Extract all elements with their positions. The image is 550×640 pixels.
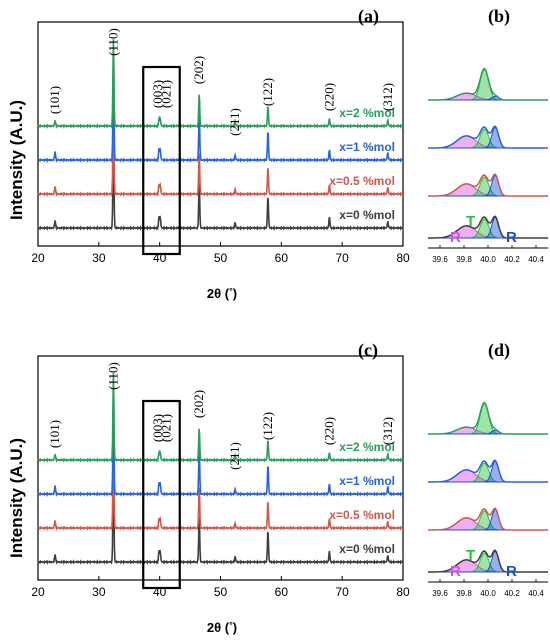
panel-d-x-tick-label-1: 39.8 xyxy=(456,589,472,598)
panel-d-x-tick-label-0: 39.6 xyxy=(432,589,448,598)
panel-b-fit-label-r1: R xyxy=(450,229,461,246)
panel-a-hkl-5: (211) xyxy=(227,108,242,136)
panel-a-hkl-1: (110) xyxy=(105,28,120,56)
panel-c-series-label-x05: x=0.5 %mol xyxy=(329,508,395,522)
panel-a-series-label-x0: x=0 %mol xyxy=(339,208,395,222)
panel-d-label: (d) xyxy=(488,340,510,361)
panel-c-series-x0 xyxy=(37,470,404,565)
panel-a-y-axis-label: Intensity (A.U.) xyxy=(7,100,26,220)
panel-a-x-axis-title: 2θ xyxy=(207,286,225,301)
panel-c-x-axis-unit-open: ( xyxy=(225,620,230,635)
panel-a-x-tick-label-0: 20 xyxy=(31,251,45,265)
panel-d-fit-label-t: T xyxy=(466,547,475,564)
panel-a-series-label-x2: x=2 %mol xyxy=(339,106,395,120)
panel-c-series-x05 xyxy=(37,436,404,531)
panel-c-series-x2 xyxy=(37,373,404,463)
panel-a-series-label-x05: x=0.5 %mol xyxy=(329,174,395,188)
panel-d-x-tick-label-4: 40.4 xyxy=(528,589,544,598)
panel-c-x-axis-label: 2θ (°) xyxy=(207,620,237,635)
panel-a-hkl-3: (021) xyxy=(158,80,173,108)
panel-a-hkl-0: (101) xyxy=(47,86,62,114)
panel-c-x-tick-label-6: 80 xyxy=(396,585,410,599)
panel-a-series-label-x1: x=1 %mol xyxy=(339,140,395,154)
panel-d-envelope-x05 xyxy=(428,507,548,531)
panel-b-envelope-x05 xyxy=(428,173,548,197)
panel-d-envelope-x1 xyxy=(428,459,548,483)
panel-a-highlight-box xyxy=(142,65,181,256)
panel-b-label: (b) xyxy=(488,6,510,27)
panel-c-hkl-2: (003) xyxy=(150,414,165,442)
panel-a-hkl-7: (220) xyxy=(321,83,336,111)
panel-b-x-tick-label-2: 40.0 xyxy=(480,255,496,264)
panel-b-fit-x2-T xyxy=(428,68,548,101)
panel-a-x-axis-label: 2θ (°) xyxy=(207,286,237,301)
panel-c-x-axis-unit: ° xyxy=(229,620,233,630)
panel-a-x-axis-unit-open: ( xyxy=(225,286,230,301)
panel-a-hkl-2: (003) xyxy=(150,80,165,108)
panel-d-x-tick-label-2: 40.0 xyxy=(480,589,496,598)
panel-b-x-tick-label-3: 40.2 xyxy=(504,255,520,264)
panel-a-series-x05 xyxy=(37,102,404,197)
panel-d-envelope-x2 xyxy=(428,401,548,435)
panel-c-hkl-8: (312) xyxy=(380,417,395,445)
panel-a-x-tick-label-1: 30 xyxy=(92,251,106,265)
panel-d-fit-x2-T xyxy=(428,402,548,435)
panel-a-hkl-6: (122) xyxy=(260,78,275,106)
panel-a-series-x2 xyxy=(37,39,404,129)
panel-c-y-axis-label: Intensity (A.U.) xyxy=(7,438,26,558)
panel-d-x-tick-label-3: 40.2 xyxy=(504,589,520,598)
panel-b-envelope-x0 xyxy=(428,215,548,239)
panel-b-envelope-x2 xyxy=(428,67,548,101)
panel-a-x-tick-label-5: 70 xyxy=(335,251,349,265)
panel-c-series-label-x2: x=2 %mol xyxy=(339,440,395,454)
panel-c-x-tick-label-3: 50 xyxy=(214,585,228,599)
panel-a-x-axis-unit: ° xyxy=(229,286,233,296)
panel-c-series-x1 xyxy=(37,402,404,497)
panel-c-main-chart: Intensity (A.U.) (c) 20 30 40 50 60 70 80x=0 %… xyxy=(7,340,410,635)
panel-b-envelope-x1 xyxy=(428,125,548,149)
panel-c-hkl-5: (211) xyxy=(227,442,242,470)
panel-c-x-tick-label-5: 70 xyxy=(335,585,349,599)
panel-c-hkl-3: (021) xyxy=(158,414,173,442)
panel-a-label: (a) xyxy=(358,6,379,27)
panel-c-label: (c) xyxy=(358,340,378,361)
panel-b-x-tick-label-4: 40.4 xyxy=(528,255,544,264)
panel-c-series-label-x1: x=1 %mol xyxy=(339,474,395,488)
panel-c-highlight-box xyxy=(142,399,181,590)
panel-c-x-tick-label-0: 20 xyxy=(31,585,45,599)
panel-c-hkl-0: (101) xyxy=(47,420,62,448)
panel-b-fit-label-r2: R xyxy=(506,229,517,246)
panel-c-hkl-7: (220) xyxy=(321,417,336,445)
panel-c-hkl-1: (110) xyxy=(105,362,120,390)
panel-a-main-chart: Intensity (A.U.) (a) 20 30 40 50 60 70 80x=0 %… xyxy=(7,6,410,301)
panel-a-series-x1 xyxy=(37,68,404,163)
panel-c-series-label-x0: x=0 %mol xyxy=(339,542,395,556)
panel-c-hkl-4: (202) xyxy=(191,390,206,418)
panel-a-hkl-4: (202) xyxy=(191,56,206,84)
panel-a-x-axis-unit-close: ) xyxy=(233,286,237,301)
panel-b-x-tick-label-1: 39.8 xyxy=(456,255,472,264)
panel-a-hkl-8: (312) xyxy=(380,83,395,111)
panel-b-x-tick-label-0: 39.6 xyxy=(432,255,448,264)
panel-c-x-tick-label-1: 30 xyxy=(92,585,106,599)
panel-d-fit-label-r1: R xyxy=(450,563,461,580)
panel-c-x-axis-title: 2θ xyxy=(207,620,225,635)
panel-d-envelope-x0 xyxy=(428,549,548,573)
panel-a-series-x0 xyxy=(37,136,404,231)
panel-c-x-tick-label-4: 60 xyxy=(275,585,289,599)
panel-b-fit-label-t: T xyxy=(466,213,475,230)
panel-a-x-tick-label-3: 50 xyxy=(214,251,228,265)
panel-c-x-axis-unit-close: ) xyxy=(233,620,237,635)
panel-d-fit-label-r2: R xyxy=(506,563,517,580)
panel-c-hkl-6: (122) xyxy=(260,412,275,440)
panel-a-x-tick-label-4: 60 xyxy=(275,251,289,265)
panel-a-x-tick-label-6: 80 xyxy=(396,251,410,265)
